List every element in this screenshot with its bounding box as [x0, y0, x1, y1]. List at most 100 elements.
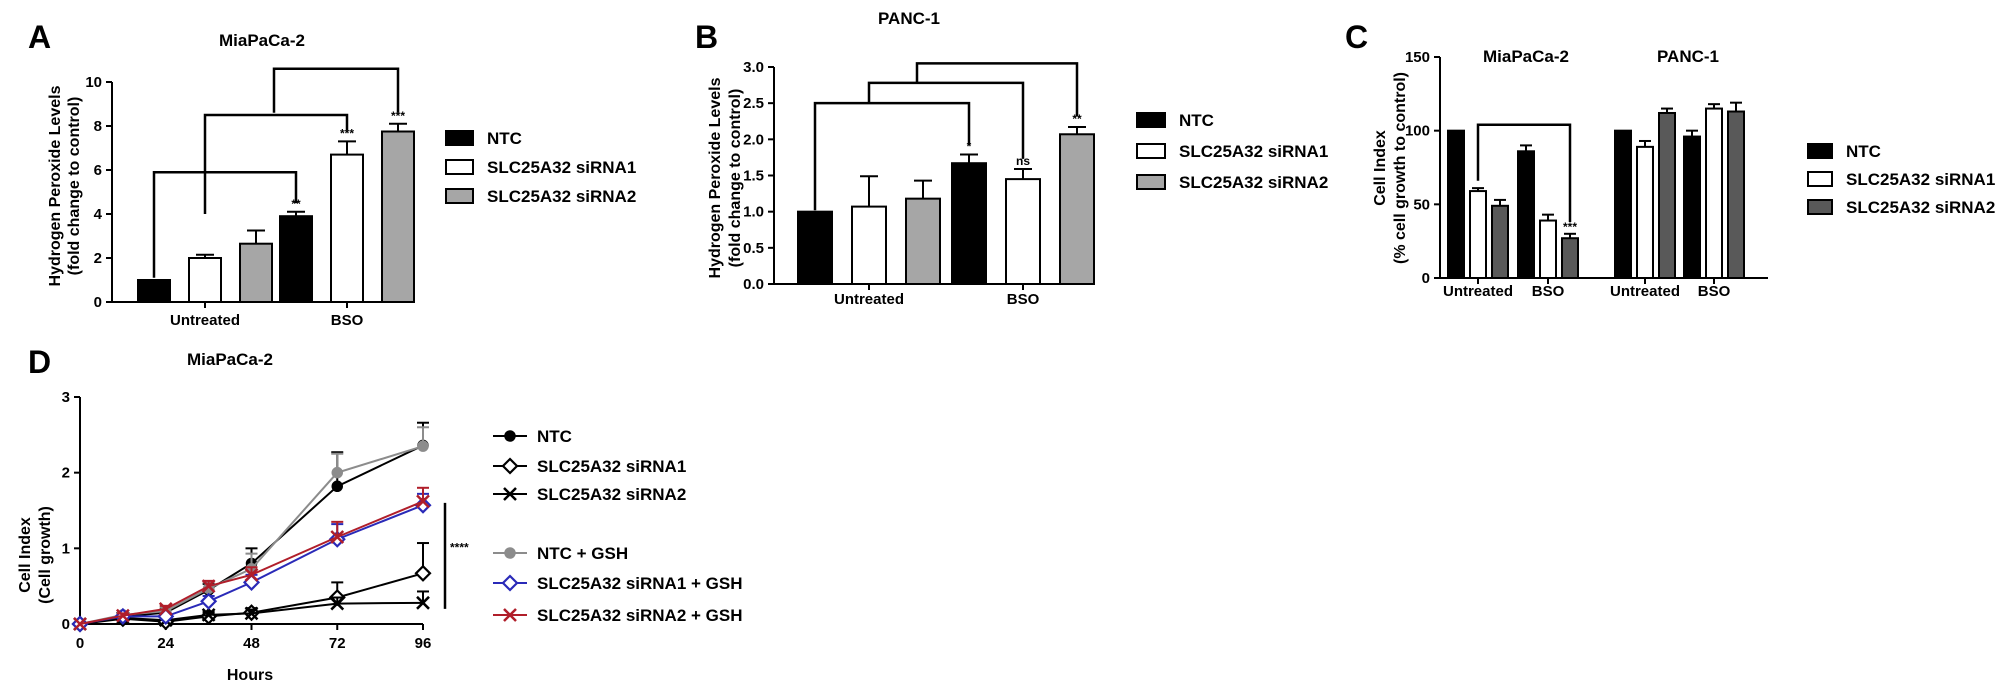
panel-b-comparison-bracket: [915, 62, 1079, 117]
panel-b-significance: ns: [1016, 154, 1030, 168]
panel-d-point-ntc-gsh: [331, 466, 343, 479]
panel-b-bar-bso-slc25a32-sirna2: [1059, 133, 1095, 285]
panel-d-legend-marker-ntc-gsh: [504, 547, 516, 559]
panel-d-significance: ****: [450, 540, 469, 554]
panel-d-legend-marker-slc25a32-sirna2: [503, 487, 517, 501]
panel-a-ylabel-line2: (fold change to control): [66, 97, 83, 276]
panel-b-title: PANC-1: [878, 9, 940, 28]
panel-b-y-tick-label: 1.5: [743, 168, 764, 185]
panel-b-bar-untreated-slc25a32-sirna1: [851, 205, 887, 285]
panel-b-legend-label-slc25a32-sirna2: SLC25A32 siRNA2: [1179, 173, 1328, 192]
panel-a-significance: ***: [391, 109, 405, 123]
panel-b-y-tick-label: 0.0: [743, 276, 764, 293]
panel-c-legend-swatch-ntc: [1807, 143, 1833, 159]
panel-d-plot: 0 1 2 3 0 24 48 72 96 ****: [62, 389, 469, 652]
panel-a-legend-swatch-ntc: [445, 130, 474, 146]
panel-d-y-tick-label: 3: [62, 389, 70, 406]
panel-b-y-tick-label: 2.0: [743, 131, 764, 148]
panel-d-y-tick-label: 2: [62, 465, 70, 482]
panel-c-y-tick-label: 0: [1422, 270, 1430, 287]
panel-d-legend-label-slc25a32-sirna2-gsh: SLC25A32 siRNA2 + GSH: [537, 606, 743, 625]
panel-c-legend-label-slc25a32-sirna2: SLC25A32 siRNA2: [1846, 198, 1995, 217]
panel-b-legend-label-slc25a32-sirna1: SLC25A32 siRNA1: [1179, 142, 1328, 161]
panel-d-point-slc25a32-sirna2-gsh: [416, 494, 430, 509]
panel-d-legend-label-ntc-gsh: NTC + GSH: [537, 544, 628, 563]
panel-d-y-tick-label: 0: [62, 616, 70, 633]
panel-c-legend: NTC SLC25A32 siRNA1 SLC25A32 siRNA2: [1807, 142, 1995, 217]
panel-a-title: MiaPaCa-2: [219, 31, 305, 50]
panel-d-point-ntc: [331, 480, 343, 493]
panel-d-point-ntc-gsh: [417, 440, 429, 452]
panel-d-point-slc25a32-sirna2: [330, 596, 345, 611]
panel-d-series-slc25a32-sirna2-gsh: [73, 486, 430, 631]
panel-c-legend-swatch-slc25a32-sirna1: [1807, 171, 1833, 187]
panel-a-legend-swatch-slc25a32-sirna1: [445, 159, 474, 175]
panel-c-bar-panc-1-bso-slc25a32-sirna1: [1705, 107, 1723, 279]
panel-d-legend-marker-slc25a32-sirna2-gsh: [503, 608, 517, 622]
panel-a-y-tick-label: 4: [94, 206, 103, 223]
panel-a-bar-bso-slc25a32-sirna1: [330, 153, 364, 303]
panel-c-comparison-bracket: [1476, 123, 1572, 223]
panel-d-legend: NTC SLC25A32 siRNA1 SLC25A32 siRNA2 NTC + G…: [493, 427, 743, 625]
panel-a-y-tick-label: 8: [94, 118, 102, 135]
panel-b-comparison-bracket: [813, 101, 971, 211]
panel-d-xlabel: Hours: [227, 667, 273, 684]
panel-d-point-slc25a32-sirna2-gsh: [158, 601, 173, 616]
panel-d-line-ntc-gsh: [79, 445, 424, 625]
panel-b-bar-untreated-ntc: [797, 210, 833, 286]
panel-c-bar-panc-1-bso-slc25a32-sirna2: [1727, 110, 1745, 279]
panel-d-ylabel-line1: Cell Index: [17, 517, 34, 593]
panel-c: C MiaPaCa-2 PANC-1 Cell Index (% cell gr…: [1345, 19, 1995, 300]
panel-c-bar-miapaca-2-bso-slc25a32-sirna2: [1561, 237, 1579, 279]
panel-c-cell-line-1: MiaPaCa-2: [1483, 47, 1569, 66]
panel-d-point-slc25a32-sirna2-gsh: [244, 567, 259, 582]
panel-c-bar-panc-1-bso-ntc: [1683, 135, 1701, 279]
panel-d-legend-marker-ntc: [504, 430, 516, 442]
panel-d-title: MiaPaCa-2: [187, 350, 273, 369]
panel-b-ylabel-line2: (fold change to control): [727, 89, 744, 268]
panel-d-x-tick-label: 48: [243, 635, 260, 652]
panel-b-legend-swatch-slc25a32-sirna2: [1136, 174, 1166, 190]
panel-a-comparison-bracket: [272, 67, 400, 113]
panel-b-legend-swatch-ntc: [1136, 112, 1166, 128]
panel-c-bar-panc-1-untreated-slc25a32-sirna1: [1636, 145, 1654, 279]
panel-d-point-slc25a32-sirna2-gsh: [73, 617, 87, 631]
panel-d-point-slc25a32-sirna2-gsh: [330, 530, 345, 544]
panel-c-bar-miapaca-2-untreated-slc25a32-sirna1: [1469, 190, 1487, 279]
panel-c-plot: 0 50 100 150 Untreated BSO Untreated BSO ***: [1405, 49, 1768, 300]
panel-c-legend-label-slc25a32-sirna1: SLC25A32 siRNA1: [1846, 170, 1995, 189]
panel-a-ylabel-line1: Hydrogen Peroxide Levels: [47, 85, 64, 286]
panel-a-bar-bso-ntc: [279, 215, 313, 303]
panel-a-comparison-bracket: [203, 113, 349, 214]
panel-d-point-slc25a32-sirna2: [201, 608, 216, 622]
panel-a-bar-untreated-slc25a32-sirna1: [188, 257, 222, 303]
panel-a: A MiaPaCa-2 Hydrogen Peroxide Levels (fo…: [28, 19, 636, 329]
panel-a-bar-untreated-slc25a32-sirna2: [239, 242, 273, 303]
panel-c-y-tick-label: 150: [1405, 49, 1430, 66]
panel-d-point-slc25a32-sirna1-gsh: [328, 530, 346, 548]
panel-a-y-tick-label: 10: [85, 74, 102, 91]
panel-c-bar-panc-1-untreated-slc25a32-sirna2: [1658, 111, 1676, 279]
panel-a-significance: ***: [340, 126, 354, 140]
panel-d-point-slc25a32-sirna2: [416, 595, 430, 610]
panel-d-x-tick-label: 0: [76, 635, 84, 652]
panel-a-legend-label-slc25a32-sirna2: SLC25A32 siRNA2: [487, 187, 636, 206]
panel-d-legend-label-ntc: NTC: [537, 427, 572, 446]
panel-b-plot: 0.0 0.5 1.0 1.5 2.0 2.5 3.0 Untreated BSO * ns **: [743, 59, 1095, 308]
panel-c-label: C: [1345, 19, 1368, 55]
panel-c-legend-label-ntc: NTC: [1846, 142, 1881, 161]
panel-c-bar-panc-1-untreated-ntc: [1614, 129, 1632, 279]
panel-a-y-tick-label: 2: [94, 250, 102, 267]
panel-a-x-label-bso: BSO: [331, 312, 364, 329]
panel-b-y-tick-label: 2.5: [743, 95, 764, 112]
panel-d-y-tick-label: 1: [62, 540, 70, 557]
panel-b-legend: NTC SLC25A32 siRNA1 SLC25A32 siRNA2: [1136, 111, 1328, 192]
panel-c-cell-line-2: PANC-1: [1657, 47, 1719, 66]
panel-d-x-tick-label: 96: [415, 635, 432, 652]
panel-c-x-label-untreated: Untreated: [1610, 283, 1680, 300]
panel-d-point-slc25a32-sirna1-gsh: [242, 573, 261, 591]
panel-a-label: A: [28, 19, 51, 55]
panel-d-x-tick-label: 72: [329, 635, 346, 652]
panel-d-point-slc25a32-sirna1: [414, 564, 432, 582]
